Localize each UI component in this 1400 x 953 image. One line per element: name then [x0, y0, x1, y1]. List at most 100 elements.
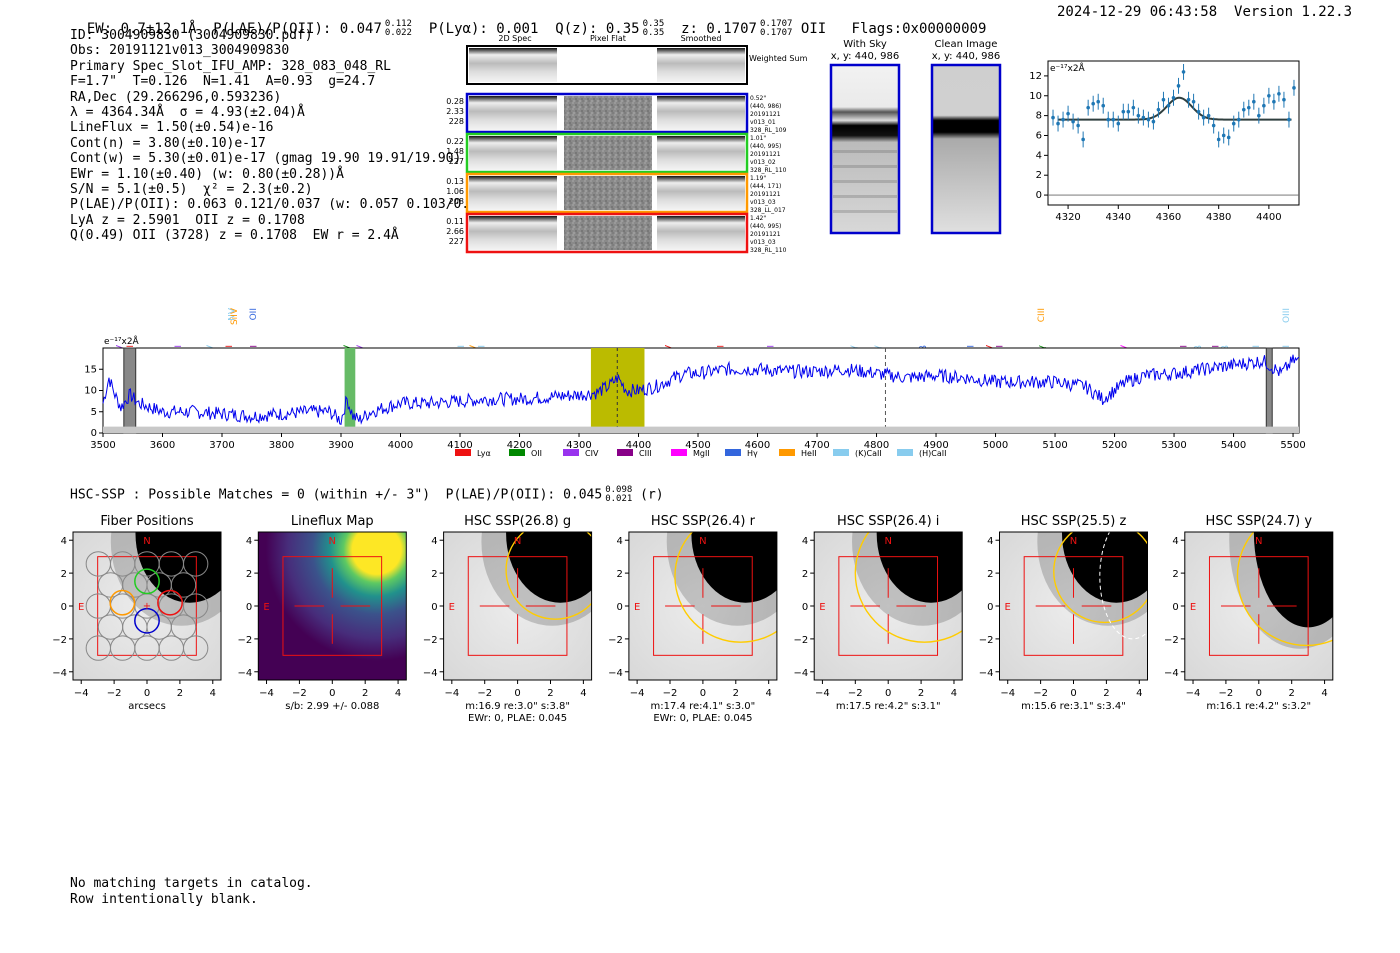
- legend-label: CIV: [585, 449, 599, 458]
- legend-swatch: [897, 449, 913, 456]
- clean-image-panel: Clean Image x, y: 440, 986: [930, 39, 1002, 235]
- spectrum-xtick-label: 3500: [90, 440, 115, 451]
- zoom-data-point: [1161, 97, 1166, 102]
- spectrum-xtick-label: 5300: [1161, 440, 1186, 451]
- zoom-ytick-label: 10: [1030, 91, 1042, 102]
- emission-line-label: NV: [228, 307, 238, 321]
- stamp-title: HSC SSP(26.4) i: [837, 514, 939, 529]
- stamp-xtick-label: 4: [580, 688, 586, 699]
- cutout-row-meta: (440, 986): [750, 103, 781, 110]
- legend-swatch: [725, 449, 741, 456]
- stamp-xtick-label: −4: [630, 688, 645, 699]
- fiber-circle: [183, 593, 209, 619]
- source-ellipse: [674, 532, 777, 643]
- info-line: Cont(w) = 5.30(±0.01)e-17 (gmag 19.90 19…: [70, 151, 462, 167]
- stamp-ytick-label: 4: [246, 536, 252, 547]
- stamp-ytick-label: −2: [1164, 635, 1179, 646]
- zoom-data-point: [1141, 115, 1146, 120]
- stamp-ytick-label: 2: [61, 569, 67, 580]
- stamp-caption: m:16.9 re:3.0" s:3.8": [465, 701, 570, 712]
- stamp-xtick-label: −4: [1186, 688, 1201, 699]
- east-label: E: [1190, 602, 1196, 613]
- cutout-row-meta: 1.42": [750, 215, 766, 222]
- spectrum-ytick-label: 10: [84, 386, 97, 397]
- zoom-xtick-label: 4380: [1206, 212, 1231, 223]
- legend-label: (H)CaII: [919, 449, 946, 458]
- cutout-row-meta: v013_01: [750, 119, 776, 126]
- with-sky-xy: x, y: 440, 986: [831, 51, 900, 62]
- stamp-title: HSC SSP(26.4) r: [651, 514, 756, 529]
- stamp-ytick-label: 2: [246, 569, 252, 580]
- spectrum-xtick-label: 4800: [864, 440, 889, 451]
- zoom-fit-curve: [1058, 96, 1292, 121]
- zoom-data-point: [1066, 111, 1070, 116]
- header-z-sub: 0.1707: [759, 28, 793, 38]
- with-sky-panel: With Sky x, y: 440, 986: [829, 39, 901, 235]
- cutout-row-meta: v013_02: [750, 159, 776, 166]
- spectrum-xtick-label: 3700: [209, 440, 234, 451]
- cutout-row-meta: (440, 995): [750, 223, 781, 230]
- header-summary: EW: 0.7±12.1Å P(LAE)/P(OII): 0.047 0.112 0…: [70, 4, 987, 38]
- zoom-ytick-label: 2: [1036, 170, 1042, 181]
- legend-swatch: [833, 449, 849, 456]
- stamp-ytick-label: −4: [608, 668, 623, 679]
- cutout-2dspec: [469, 96, 557, 130]
- header-plae-sub: 0.022: [384, 28, 412, 38]
- zoom-data-point: [1272, 99, 1276, 104]
- imaging-stamps: Fiber Positions + N E −4 −4 −2 −2 0 0 2 2 4 4 arcsecs L…: [52, 514, 1334, 723]
- info-line: LyA z = 2.5901 OII z = 0.1708: [70, 212, 305, 228]
- spectrum-xtick-label: 3900: [328, 440, 353, 451]
- stamp-xtick-label: −4: [74, 688, 89, 699]
- stamp-xtick-label: −4: [1000, 688, 1015, 699]
- cutout-row-meta: 20191121: [750, 231, 781, 238]
- stamp-xtick-label: 4: [951, 688, 957, 699]
- stamp-title: Fiber Positions: [100, 514, 193, 529]
- stamp-ytick-label: −2: [608, 635, 623, 646]
- spectrum-xtick-label: 5400: [1221, 440, 1246, 451]
- fiber-cutouts: 2D Spec Pixel Flat Smoothed Weighted Sum…: [446, 34, 1002, 254]
- col-label-2dspec: 2D Spec: [498, 34, 531, 43]
- header-z: z: 0.1707: [681, 21, 757, 37]
- spectrum-xtick-label: 4300: [566, 440, 591, 451]
- zoom-fit-chart: e⁻¹⁷x2Å 4320 4340 4360 4380 4400 0 2 4 6 8 10 12: [1030, 60, 1300, 223]
- cutout-row-stat: 0.11: [446, 217, 464, 226]
- info-line: Primary Spec_Slot_IFU_AMP: 328_083_048_R…: [70, 58, 391, 74]
- legend-label: Hγ: [747, 449, 758, 458]
- cutout-row-meta: (440, 995): [750, 143, 781, 150]
- cutout-2dspec: [469, 216, 557, 250]
- stamp-xtick-label: 2: [1289, 688, 1295, 699]
- legend-swatch: [563, 449, 579, 456]
- cutout-row-stat: 227: [449, 237, 464, 246]
- stamp-caption: m:15.6 re:3.1" s:3.4": [1021, 701, 1126, 712]
- center-marker: +: [143, 601, 151, 612]
- cutout-row-stat: 227: [449, 157, 464, 166]
- stamp-panel: Fiber Positions + N E −4 −4 −2 −2 0 0 2 2 4 4 arcsecs: [52, 514, 222, 712]
- zoom-data-point: [1061, 117, 1065, 122]
- zoom-data-point: [1081, 137, 1085, 142]
- aperture-box: [653, 556, 753, 656]
- stamp-ytick-label: −4: [1164, 668, 1179, 679]
- spectrum-xtick-label: 4700: [804, 440, 829, 451]
- hsc-band: (r): [640, 487, 664, 503]
- stamp-xtick-label: 0: [1256, 688, 1262, 699]
- zoom-data-point: [1196, 109, 1201, 114]
- stamp-ytick-label: 2: [617, 569, 623, 580]
- bright-source: [135, 532, 221, 603]
- fiber-circle: [183, 551, 209, 577]
- stamp-xtick-label: −4: [815, 688, 830, 699]
- legend-label: Lyα: [477, 449, 491, 458]
- col-label-smoothed: Smoothed: [681, 34, 722, 43]
- zoom-data-point: [1226, 135, 1231, 140]
- zoom-data-point: [1151, 119, 1156, 124]
- zoom-ytick-label: 0: [1036, 190, 1042, 201]
- legend-label: MgII: [693, 449, 710, 458]
- zoom-data-point: [1221, 133, 1226, 138]
- stamp-xtick-label: −4: [259, 688, 274, 699]
- stamp-caption: m:16.1 re:4.2" s:3.2": [1206, 701, 1311, 712]
- zoom-xtick-label: 4320: [1055, 212, 1080, 223]
- spectrum-unit-label: e⁻¹⁷x2Å: [104, 335, 140, 347]
- legend-label: HeII: [801, 449, 817, 458]
- zoom-data-point: [1166, 103, 1171, 108]
- cutout-smoothed: [657, 216, 745, 250]
